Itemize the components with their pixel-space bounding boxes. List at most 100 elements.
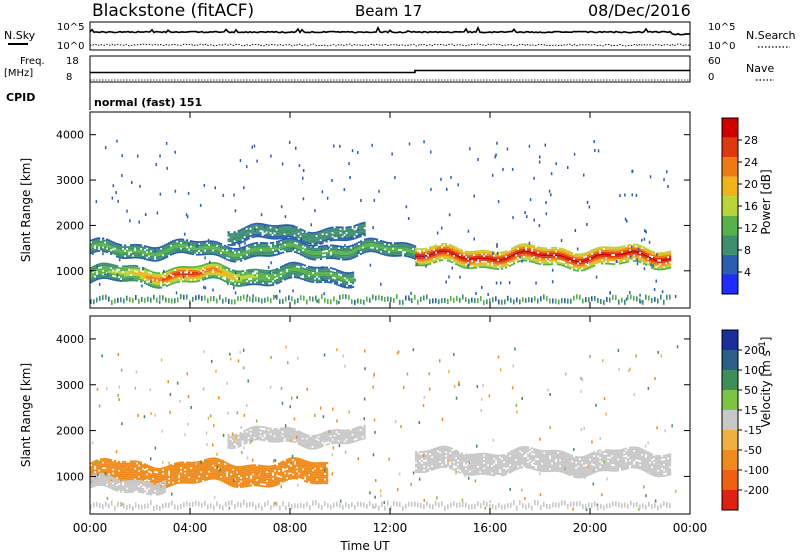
echo-cell — [296, 239, 299, 241]
scatter-cell — [467, 229, 470, 233]
echo-cell — [357, 234, 360, 237]
scatter-cell — [586, 260, 589, 264]
scatter-cell — [405, 205, 408, 209]
echo-cell — [309, 239, 312, 242]
echo-cell — [170, 473, 173, 476]
echo-cell — [110, 470, 113, 472]
echo-cell — [172, 478, 175, 480]
echo-cell — [489, 265, 492, 268]
echo-cell — [561, 257, 564, 259]
echo-cell — [645, 251, 648, 254]
echo-cell — [292, 270, 295, 273]
echo-cell — [136, 244, 139, 246]
echo-cell — [126, 464, 129, 467]
echo-cell — [238, 281, 241, 284]
echo-cell — [591, 251, 594, 254]
echo-cell — [130, 476, 133, 479]
freq-right-tick-top: 60 — [708, 56, 721, 67]
echo-cell — [352, 249, 355, 252]
echo-cell — [124, 274, 127, 277]
echo-cell — [180, 275, 183, 277]
echo-cell — [280, 266, 283, 268]
echo-cell — [313, 233, 316, 236]
echo-cell — [441, 248, 444, 251]
echo-cell — [555, 259, 558, 262]
echo-cell — [206, 462, 209, 464]
scatter-cell — [641, 238, 643, 242]
echo-cell — [531, 246, 534, 249]
echo-cell — [128, 279, 131, 282]
scatter-cell — [233, 193, 235, 197]
echo-cell — [521, 252, 524, 255]
echo-cell — [212, 251, 215, 254]
echo-cell — [162, 284, 165, 287]
echo-cell — [529, 256, 532, 259]
echo-cell — [323, 236, 326, 238]
echo-cell — [134, 476, 137, 479]
echo-cell — [553, 252, 556, 255]
echo-cell — [593, 257, 596, 260]
ground-scatter-cell — [195, 295, 197, 301]
echo-cell — [331, 230, 334, 233]
echo-cell — [156, 274, 159, 276]
echo-cell — [288, 268, 291, 270]
echo-cell — [427, 260, 430, 262]
echo-cell — [308, 276, 311, 279]
echo-cell — [152, 258, 155, 260]
echo-cell — [200, 250, 203, 252]
echo-cell — [98, 272, 101, 275]
echo-cell — [166, 471, 169, 474]
echo-cell — [447, 256, 450, 258]
echo-cell — [128, 246, 131, 248]
scatter-cell — [538, 160, 541, 164]
echo-cell — [110, 247, 113, 250]
echo-cell — [607, 251, 610, 254]
echo-cell — [244, 273, 247, 276]
echo-cell — [162, 476, 165, 479]
echo-cell — [342, 271, 345, 274]
scatter-cell — [360, 199, 362, 202]
echo-cell — [657, 261, 660, 264]
echo-cell — [184, 470, 187, 473]
echo-cell — [352, 286, 355, 288]
echo-cell — [441, 252, 444, 254]
colorbar-segment — [722, 118, 738, 138]
echo-cell — [210, 474, 213, 476]
echo-cell — [130, 272, 133, 275]
scatter-cell — [288, 140, 291, 144]
scatter-cell — [508, 281, 511, 285]
echo-cell — [128, 473, 131, 476]
echo-cell — [158, 477, 161, 479]
echo-cell — [366, 243, 369, 246]
echo-cell — [222, 251, 225, 254]
echo-cell — [210, 463, 213, 465]
echo-cell — [509, 257, 512, 260]
echo-cell — [186, 468, 189, 471]
echo-cell — [386, 241, 389, 244]
echo-cell — [272, 250, 275, 253]
echo-cell — [567, 263, 570, 265]
echo-cell — [212, 477, 215, 480]
echo-cell — [663, 262, 666, 265]
echo-cell — [533, 254, 536, 257]
echo-cell — [352, 253, 355, 256]
echo-cell — [160, 275, 163, 278]
echo-cell — [256, 276, 259, 278]
echo-cell — [310, 275, 313, 278]
echo-cell — [254, 268, 257, 271]
echo-cell — [236, 257, 239, 259]
echo-cell — [260, 243, 263, 246]
ground-scatter-cell — [552, 298, 554, 304]
echo-cell — [423, 262, 426, 265]
echo-cell — [190, 252, 193, 255]
echo-cell — [569, 267, 572, 270]
echo-cell — [651, 267, 654, 269]
echo-cell — [348, 274, 351, 276]
echo-cell — [501, 253, 504, 256]
echo-cell — [196, 269, 199, 272]
echo-cell — [186, 474, 189, 477]
echo-cell — [501, 258, 504, 261]
echo-cell — [505, 266, 508, 269]
echo-cell — [453, 249, 456, 252]
echo-cell — [216, 252, 219, 255]
